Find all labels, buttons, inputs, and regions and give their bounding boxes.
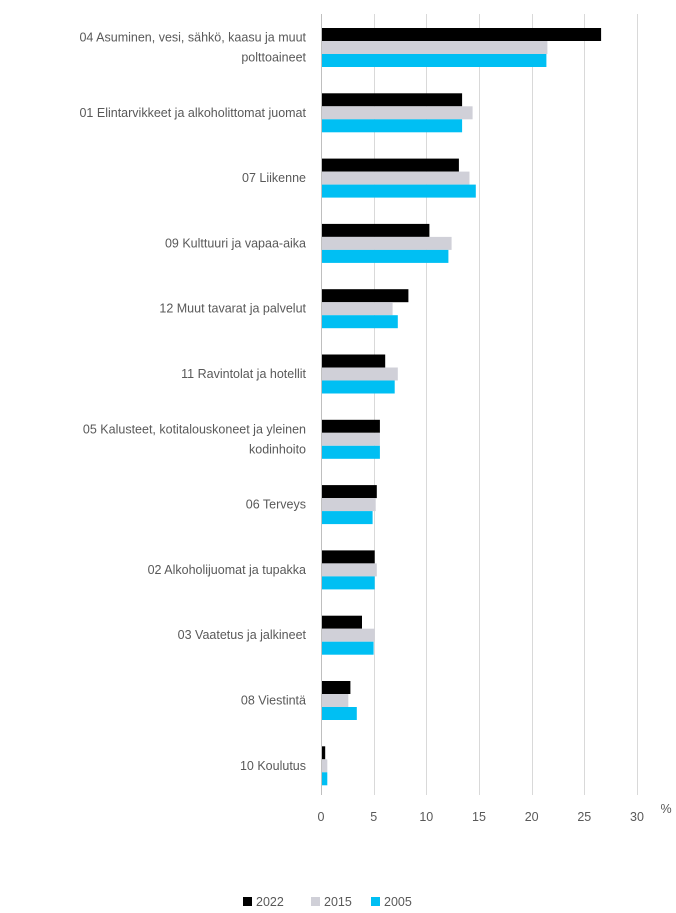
legend-label-2022: 2022 bbox=[256, 895, 284, 909]
bar-2015-7 bbox=[322, 498, 376, 512]
bar-2005-6 bbox=[322, 445, 380, 459]
bar-2022-11 bbox=[322, 746, 326, 760]
x-tick-labels: 0 5 10 15 20 25 30 bbox=[318, 810, 644, 824]
category-label-0-line-0: 04 Asuminen, vesi, sähkö, kaasu ja muut bbox=[79, 31, 306, 45]
bar-2005-0 bbox=[322, 54, 547, 67]
bar-2022-10 bbox=[322, 681, 351, 694]
category-label-2: 07 Liikenne bbox=[242, 171, 306, 185]
legend-label-2005: 2005 bbox=[384, 895, 412, 909]
bar-2022-3 bbox=[322, 223, 430, 237]
bar-2005-10 bbox=[322, 707, 357, 720]
bar-2015-8 bbox=[322, 563, 377, 577]
bar-2015-1 bbox=[322, 106, 473, 120]
category-label-0-line-1: polttoaineet bbox=[241, 51, 306, 65]
bar-2022-1 bbox=[322, 93, 463, 107]
legend-swatch-2005 bbox=[371, 897, 380, 906]
bars bbox=[322, 28, 602, 786]
category-label-7: 06 Terveys bbox=[246, 498, 306, 512]
legend-swatch-2022 bbox=[243, 897, 252, 906]
bar-2015-11 bbox=[322, 759, 328, 773]
category-label-8: 02 Alkoholijuomat ja tupakka bbox=[148, 563, 306, 577]
bar-2022-0 bbox=[322, 28, 602, 41]
category-labels: 04 Asuminen, vesi, sähkö, kaasu ja muut p… bbox=[79, 31, 306, 773]
bar-2005-4 bbox=[322, 315, 398, 329]
bar-2005-7 bbox=[322, 511, 373, 525]
x-tick-label-20: 20 bbox=[525, 810, 539, 824]
legend: 2022 2015 2005 bbox=[243, 895, 412, 909]
bar-2015-6 bbox=[322, 432, 380, 446]
x-tick-label-0: 0 bbox=[318, 810, 325, 824]
category-label-6-line-1: kodinhoito bbox=[249, 442, 306, 456]
legend-label-2015: 2015 bbox=[324, 895, 352, 909]
legend-swatch-2015 bbox=[311, 897, 320, 906]
bar-2022-7 bbox=[322, 485, 377, 499]
bar-2005-1 bbox=[322, 119, 463, 133]
bar-2015-5 bbox=[322, 367, 398, 381]
bar-2005-2 bbox=[322, 184, 476, 198]
category-label-11: 10 Koulutus bbox=[240, 759, 306, 773]
category-label-9: 03 Vaatetus ja jalkineet bbox=[178, 628, 307, 642]
bar-2005-5 bbox=[322, 380, 395, 394]
bar-2015-4 bbox=[322, 302, 393, 316]
bar-2022-9 bbox=[322, 615, 362, 629]
bar-2005-8 bbox=[322, 576, 375, 590]
bar-2005-9 bbox=[322, 641, 374, 655]
bar-2005-11 bbox=[322, 772, 328, 786]
bar-2005-3 bbox=[322, 249, 449, 263]
category-label-6-line-0: 05 Kalusteet, kotitalouskoneet ja yleine… bbox=[83, 422, 306, 436]
bar-2022-4 bbox=[322, 289, 409, 303]
x-tick-label-25: 25 bbox=[577, 810, 591, 824]
bar-2015-9 bbox=[322, 628, 375, 642]
grid-lines bbox=[374, 14, 638, 795]
bar-2015-2 bbox=[322, 171, 470, 185]
bar-2015-3 bbox=[322, 236, 452, 250]
x-tick-label-30: 30 bbox=[630, 810, 644, 824]
bar-2022-2 bbox=[322, 158, 459, 172]
bar-2022-6 bbox=[322, 419, 380, 433]
x-tick-label-15: 15 bbox=[472, 810, 486, 824]
category-label-3: 09 Kulttuuri ja vapaa-aika bbox=[165, 236, 306, 250]
bar-2015-10 bbox=[322, 694, 349, 707]
category-label-1: 01 Elintarvikkeet ja alkoholittomat juom… bbox=[79, 106, 306, 120]
category-label-5: 11 Ravintolat ja hotellit bbox=[181, 367, 306, 381]
bar-2022-5 bbox=[322, 354, 386, 368]
x-tick-label-5: 5 bbox=[370, 810, 377, 824]
bar-2022-8 bbox=[322, 550, 375, 564]
bar-2015-0 bbox=[322, 41, 548, 54]
x-axis-unit-label: % bbox=[660, 802, 671, 816]
x-tick-label-10: 10 bbox=[419, 810, 433, 824]
category-label-10: 08 Viestintä bbox=[241, 694, 306, 708]
category-label-4: 12 Muut tavarat ja palvelut bbox=[159, 302, 306, 316]
